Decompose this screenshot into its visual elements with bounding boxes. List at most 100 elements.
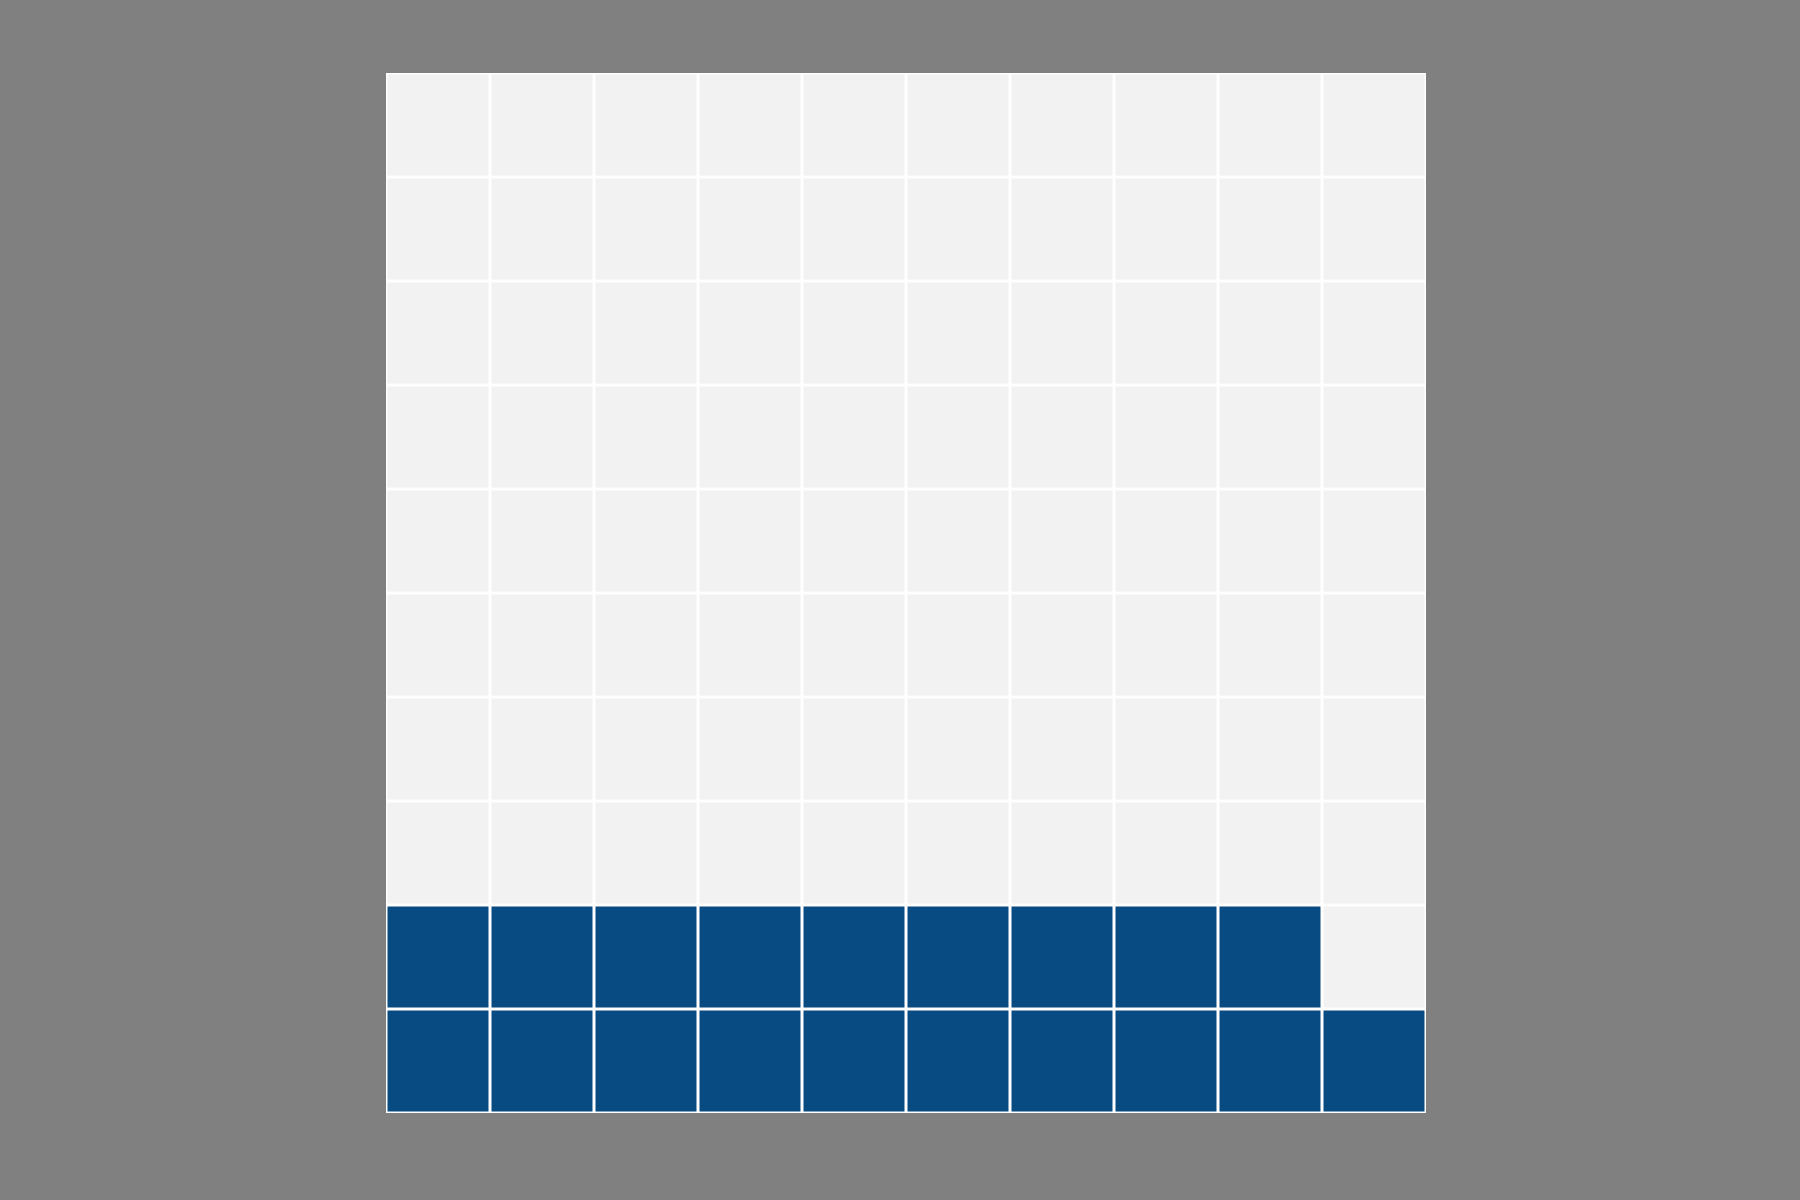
empty-cell: [1219, 386, 1321, 488]
empty-cell: [699, 282, 801, 384]
empty-cell: [1011, 282, 1113, 384]
empty-cell: [1323, 802, 1425, 904]
empty-cell: [1219, 178, 1321, 280]
empty-cell: [699, 802, 801, 904]
empty-cell: [803, 698, 905, 800]
empty-cell: [1323, 282, 1425, 384]
empty-cell: [803, 490, 905, 592]
empty-cell: [1011, 802, 1113, 904]
empty-cell: [491, 490, 593, 592]
empty-cell: [1323, 698, 1425, 800]
empty-cell: [595, 178, 697, 280]
filled-cell: [699, 1010, 801, 1112]
filled-cell: [1115, 906, 1217, 1008]
empty-cell: [907, 178, 1009, 280]
filled-cell: [1011, 906, 1113, 1008]
empty-cell: [387, 490, 489, 592]
empty-cell: [803, 74, 905, 176]
empty-cell: [387, 802, 489, 904]
filled-cell: [1115, 1010, 1217, 1112]
empty-cell: [1011, 178, 1113, 280]
empty-cell: [595, 802, 697, 904]
empty-cell: [1323, 386, 1425, 488]
empty-cell: [1115, 594, 1217, 696]
empty-cell: [907, 594, 1009, 696]
empty-cell: [1219, 698, 1321, 800]
empty-cell: [491, 386, 593, 488]
empty-cell: [1011, 386, 1113, 488]
empty-cell: [1115, 490, 1217, 592]
empty-cell: [907, 282, 1009, 384]
filled-cell: [387, 906, 489, 1008]
filled-cell: [803, 906, 905, 1008]
empty-cell: [803, 178, 905, 280]
filled-cell: [803, 1010, 905, 1112]
empty-cell: [699, 74, 801, 176]
empty-cell: [595, 490, 697, 592]
filled-cell: [907, 906, 1009, 1008]
empty-cell: [1323, 74, 1425, 176]
empty-cell: [387, 594, 489, 696]
empty-cell: [907, 74, 1009, 176]
empty-cell: [1011, 698, 1113, 800]
empty-cell: [1115, 802, 1217, 904]
empty-cell: [907, 386, 1009, 488]
empty-cell: [907, 490, 1009, 592]
filled-cell: [491, 1010, 593, 1112]
empty-cell: [907, 698, 1009, 800]
empty-cell: [491, 282, 593, 384]
empty-cell: [1219, 802, 1321, 904]
empty-cell: [1323, 490, 1425, 592]
empty-cell: [1219, 594, 1321, 696]
empty-cell: [491, 594, 593, 696]
empty-cell: [387, 74, 489, 176]
empty-cell: [803, 594, 905, 696]
empty-cell: [387, 178, 489, 280]
filled-cell: [595, 906, 697, 1008]
empty-cell: [387, 698, 489, 800]
filled-cell: [491, 906, 593, 1008]
empty-cell: [1219, 282, 1321, 384]
filled-cell: [699, 906, 801, 1008]
empty-cell: [491, 698, 593, 800]
empty-cell: [699, 698, 801, 800]
empty-cell: [387, 386, 489, 488]
filled-cell: [1219, 1010, 1321, 1112]
empty-cell: [595, 386, 697, 488]
filled-cell: [1011, 1010, 1113, 1112]
filled-cell: [907, 1010, 1009, 1112]
empty-cell: [699, 386, 801, 488]
empty-cell: [491, 178, 593, 280]
empty-cell: [1115, 386, 1217, 488]
filled-cell: [387, 1010, 489, 1112]
empty-cell: [907, 802, 1009, 904]
empty-cell: [1115, 74, 1217, 176]
empty-cell: [1011, 74, 1113, 176]
empty-cell: [1219, 74, 1321, 176]
empty-cell: [1115, 178, 1217, 280]
empty-cell: [1115, 698, 1217, 800]
empty-cell: [803, 386, 905, 488]
empty-cell: [595, 282, 697, 384]
filled-cell: [595, 1010, 697, 1112]
empty-cell: [699, 178, 801, 280]
filled-cell: [1323, 1010, 1425, 1112]
empty-cell: [595, 698, 697, 800]
empty-cell: [595, 594, 697, 696]
filled-cell: [1219, 906, 1321, 1008]
empty-cell: [699, 594, 801, 696]
empty-cell: [1219, 490, 1321, 592]
empty-cell: [803, 282, 905, 384]
empty-cell: [1115, 282, 1217, 384]
empty-cell: [1323, 906, 1425, 1008]
empty-cell: [491, 802, 593, 904]
empty-cell: [1323, 178, 1425, 280]
empty-cell: [387, 282, 489, 384]
empty-cell: [1323, 594, 1425, 696]
empty-cell: [803, 802, 905, 904]
empty-cell: [699, 490, 801, 592]
empty-cell: [1011, 490, 1113, 592]
empty-cell: [491, 74, 593, 176]
empty-cell: [1011, 594, 1113, 696]
